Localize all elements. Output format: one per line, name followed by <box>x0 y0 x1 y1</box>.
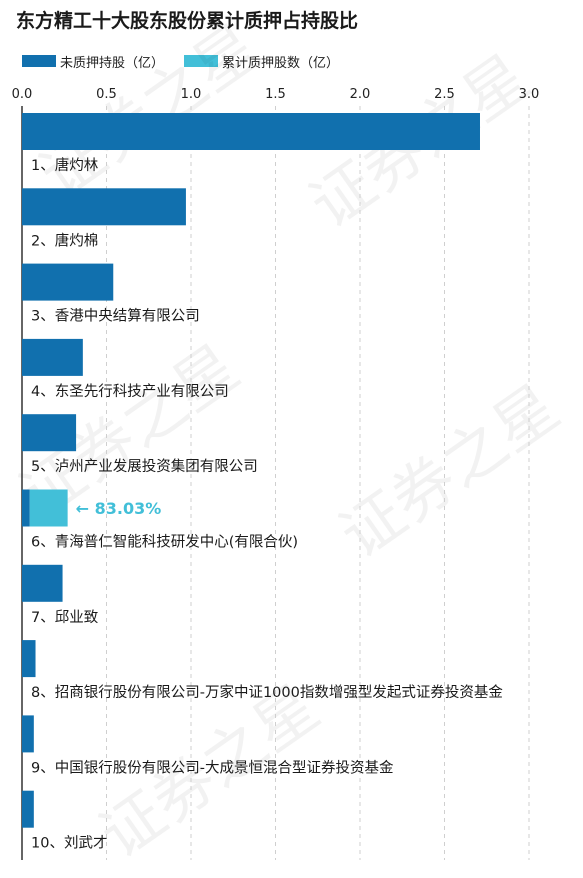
bar-unpledged <box>22 263 114 301</box>
bar-unpledged <box>22 188 186 226</box>
x-tick-label: 2.0 <box>350 87 371 102</box>
x-tick-label: 3.0 <box>519 87 540 102</box>
chart-legend: 未质押持股（亿） 累计质押股数（亿） <box>22 52 359 71</box>
x-tick-label: 0.0 <box>12 87 33 102</box>
legend-swatch-pledged <box>184 55 219 67</box>
chart-title: 东方精工十大股东股份累计质押占持股比 <box>16 10 359 32</box>
bar-unpledged <box>22 790 34 828</box>
category-label: 1、唐灼林 <box>31 157 99 174</box>
bar-unpledged <box>22 113 480 150</box>
x-tick-label: 1.5 <box>265 87 286 102</box>
legend-label-unpledged: 未质押持股（亿） <box>60 55 165 71</box>
bar-unpledged <box>22 489 30 527</box>
legend-item-pledged: 累计质押股数（亿） <box>184 52 339 71</box>
x-tick-label: 1.0 <box>181 87 202 102</box>
category-label: 2、唐灼棉 <box>31 232 98 249</box>
x-tick-label: 0.5 <box>96 87 117 102</box>
category-label: 5、泸州产业发展投资集团有限公司 <box>31 458 258 475</box>
category-label: 10、刘武才 <box>31 835 107 852</box>
category-label: 9、中国银行股份有限公司-大成景恒混合型证券投资基金 <box>31 759 394 776</box>
bar-unpledged <box>22 338 83 376</box>
bar-unpledged <box>22 564 63 602</box>
category-label: 7、邱业致 <box>31 609 99 626</box>
legend-item-unpledged: 未质押持股（亿） <box>22 52 164 71</box>
pledge-ratio-annotation: ← 83.03% <box>76 499 162 518</box>
x-tick-label: 2.5 <box>434 87 455 102</box>
legend-swatch-unpledged <box>22 55 56 67</box>
bar-unpledged <box>22 640 36 678</box>
category-label: 3、香港中央结算有限公司 <box>31 308 200 325</box>
bar-unpledged <box>22 715 34 753</box>
category-label: 8、招商银行股份有限公司-万家中证1000指数增强型发起式证券投资基金 <box>31 684 503 701</box>
legend-label-pledged: 累计质押股数（亿） <box>222 55 340 71</box>
bar-unpledged <box>22 414 77 452</box>
bar-pledged <box>29 489 68 527</box>
category-label: 6、青海普仁智能科技研发中心(有限合伙) <box>31 534 298 551</box>
category-label: 4、东圣先行科技产业有限公司 <box>31 383 229 400</box>
